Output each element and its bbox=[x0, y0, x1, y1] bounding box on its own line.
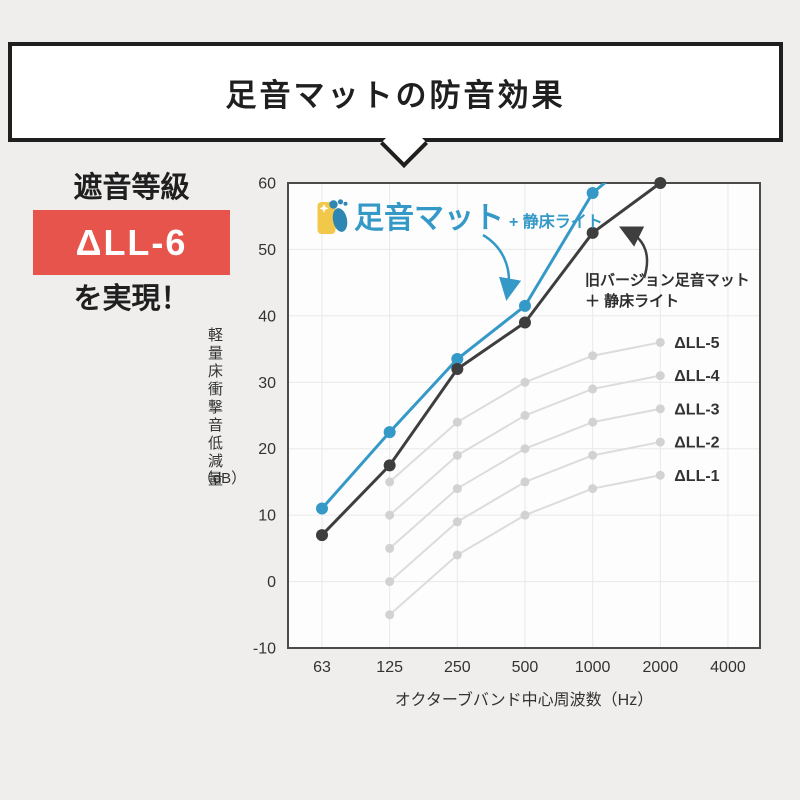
data-point bbox=[385, 543, 395, 553]
data-point bbox=[655, 404, 665, 414]
reference-curve-label: ΔLL-3 bbox=[674, 401, 719, 418]
grade-badge: ΔLL-6 bbox=[33, 210, 230, 275]
data-point bbox=[588, 484, 598, 494]
plot-area bbox=[288, 183, 760, 648]
old-version-label-line2: ＋ 静床ライト bbox=[585, 293, 680, 310]
data-point bbox=[452, 450, 462, 460]
series-legend: 足音マット + 静床ライト bbox=[316, 195, 603, 237]
data-point bbox=[520, 444, 530, 454]
y-axis-unit: （dB） bbox=[197, 470, 247, 487]
y-tick-label: -10 bbox=[253, 641, 276, 658]
data-point bbox=[452, 417, 462, 427]
data-point bbox=[520, 510, 530, 520]
y-tick-label: 10 bbox=[258, 508, 276, 525]
data-point bbox=[520, 411, 530, 420]
x-tick-label: 2000 bbox=[643, 659, 679, 676]
series-line-0 bbox=[316, 183, 607, 515]
data-point bbox=[654, 177, 667, 189]
series-ΔLL-4: ΔLL-4 bbox=[385, 368, 720, 520]
data-point bbox=[385, 477, 395, 487]
x-axis-title: オクターブバンド中心周波数（Hz） bbox=[394, 692, 654, 709]
new-series-arrow bbox=[482, 233, 522, 301]
data-point bbox=[588, 351, 598, 361]
data-point bbox=[588, 417, 598, 427]
data-point bbox=[385, 610, 395, 620]
y-tick-label: 20 bbox=[258, 441, 276, 458]
y-tick-label: 40 bbox=[258, 308, 276, 325]
data-point bbox=[451, 353, 464, 366]
series-ΔLL-5: ΔLL-5 bbox=[385, 335, 720, 487]
plot-border bbox=[287, 182, 761, 649]
data-point bbox=[385, 577, 395, 587]
series-ΔLL-1: ΔLL-1 bbox=[385, 468, 720, 620]
data-point bbox=[655, 470, 665, 480]
data-point bbox=[452, 550, 462, 560]
page-title: 足音マットの防音効果 bbox=[225, 77, 566, 113]
old-version-label: 旧バージョン足音マット ＋ 静床ライト bbox=[585, 270, 750, 312]
data-point bbox=[316, 529, 328, 542]
x-tick-label: 63 bbox=[313, 659, 331, 676]
footprint-icon bbox=[317, 199, 348, 234]
series-ΔLL-3: ΔLL-3 bbox=[385, 401, 720, 553]
y-tick-label: 50 bbox=[258, 242, 276, 259]
x-tick-label: 4000 bbox=[710, 659, 746, 676]
data-point bbox=[383, 459, 396, 472]
data-point bbox=[588, 450, 598, 460]
legend-addon-name: + 静床ライト bbox=[509, 214, 603, 231]
data-point bbox=[316, 502, 328, 515]
y-axis-title: 軽量床衝撃音低減量 bbox=[206, 327, 223, 489]
reference-curve-label: ΔLL-4 bbox=[674, 368, 719, 385]
title-banner: 足音マットの防音効果 bbox=[8, 42, 783, 142]
reference-curve-label: ΔLL-1 bbox=[674, 468, 719, 485]
grade-value: ΔLL-6 bbox=[75, 221, 188, 263]
data-point bbox=[385, 510, 395, 520]
data-point bbox=[518, 316, 531, 329]
data-point bbox=[518, 299, 531, 312]
y-tick-label: 30 bbox=[258, 375, 276, 392]
reference-curve-label: ΔLL-5 bbox=[674, 335, 719, 352]
data-point bbox=[655, 371, 665, 381]
y-tick-label: 60 bbox=[258, 176, 276, 193]
data-point bbox=[588, 384, 598, 394]
data-point bbox=[452, 517, 462, 527]
grade-outro-text: を実現！ bbox=[73, 283, 190, 315]
data-point bbox=[520, 477, 530, 487]
old-version-label-line1: 旧バージョン足音マット bbox=[585, 272, 750, 289]
axis-tick-labels: 60 50 40 30 20 10 0 -10 63 125 250 500 1000 2000 4000 bbox=[253, 176, 746, 677]
x-tick-label: 500 bbox=[512, 659, 539, 676]
data-point bbox=[655, 437, 665, 447]
legend-product-name: 足音マット bbox=[354, 202, 504, 235]
x-tick-label: 250 bbox=[444, 659, 471, 676]
grade-intro-text: 遮音等級 bbox=[73, 172, 190, 204]
data-point bbox=[520, 377, 530, 387]
data-point bbox=[655, 337, 665, 347]
x-tick-label: 1000 bbox=[575, 659, 611, 676]
reference-curve-label: ΔLL-2 bbox=[674, 435, 719, 452]
data-point bbox=[452, 484, 462, 494]
x-tick-label: 125 bbox=[376, 659, 403, 676]
y-tick-label: 0 bbox=[267, 574, 276, 591]
series-ΔLL-2: ΔLL-2 bbox=[385, 435, 720, 587]
gridlines bbox=[288, 183, 760, 648]
data-point bbox=[383, 426, 396, 439]
data-point bbox=[451, 363, 464, 375]
